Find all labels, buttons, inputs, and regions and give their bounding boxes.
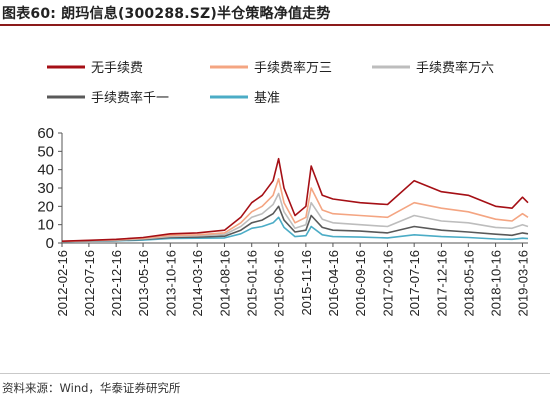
- x-tick-label: 2012-12-16: [109, 250, 124, 317]
- x-tick-label: 2015-01-16: [245, 250, 260, 317]
- series-line-1: [61, 178, 529, 243]
- x-tick-label: 2017-12-16: [434, 250, 449, 317]
- series-line-0: [61, 157, 529, 242]
- legend-label-4: 基准: [254, 91, 280, 106]
- x-tick-label: 2016-04-16: [326, 250, 341, 317]
- x-tick-label: 2017-02-16: [380, 250, 395, 317]
- y-tick-label: 30: [37, 180, 54, 197]
- y-tick-label: 60: [37, 125, 54, 142]
- x-tick-label: 2013-10-16: [163, 250, 178, 317]
- y-tick-label: 10: [37, 217, 54, 234]
- legend-label-3: 手续费率千一: [91, 90, 169, 106]
- footer-divider: [0, 373, 550, 374]
- x-tick-label: 2014-03-16: [190, 250, 205, 317]
- x-tick-label: 2012-07-16: [82, 250, 97, 317]
- plot-area: [61, 157, 529, 243]
- legend-label-2: 手续费率万六: [416, 60, 494, 76]
- x-tick-label: 2015-11-16: [299, 250, 314, 316]
- series-line-3: [61, 205, 529, 243]
- y-tick-label: 40: [37, 162, 54, 179]
- y-tick-label: 50: [37, 143, 54, 160]
- legend-label-1: 手续费率万三: [254, 60, 332, 76]
- series-line-2: [61, 192, 529, 243]
- x-tick-label: 2017-07-16: [407, 250, 422, 317]
- series-line-4: [61, 216, 529, 243]
- x-tick-label: 2019-03-16: [515, 250, 530, 317]
- x-tick-label: 2016-09-16: [353, 250, 368, 317]
- x-tick-label: 2014-08-16: [217, 250, 232, 317]
- y-tick-label: 20: [37, 198, 54, 215]
- x-tick-label: 2018-10-16: [489, 250, 504, 317]
- chart-title: 图表60: 朗玛信息(300288.SZ)半仓策略净值走势: [2, 6, 331, 22]
- title-divider: [0, 24, 550, 26]
- source-note: 资料来源：Wind，华泰证券研究所: [2, 381, 181, 395]
- y-tick-label: 0: [46, 235, 54, 252]
- x-tick-label: 2015-06-16: [272, 250, 287, 317]
- x-tick-label: 2012-02-16: [55, 250, 70, 317]
- legend-label-0: 无手续费: [91, 61, 143, 76]
- x-axis: 2012-02-16 2012-07-16 2012-12-16 2013-05-16…: [55, 242, 530, 317]
- x-tick-label: 2013-05-16: [136, 250, 151, 317]
- x-tick-label: 2018-05-16: [461, 250, 476, 317]
